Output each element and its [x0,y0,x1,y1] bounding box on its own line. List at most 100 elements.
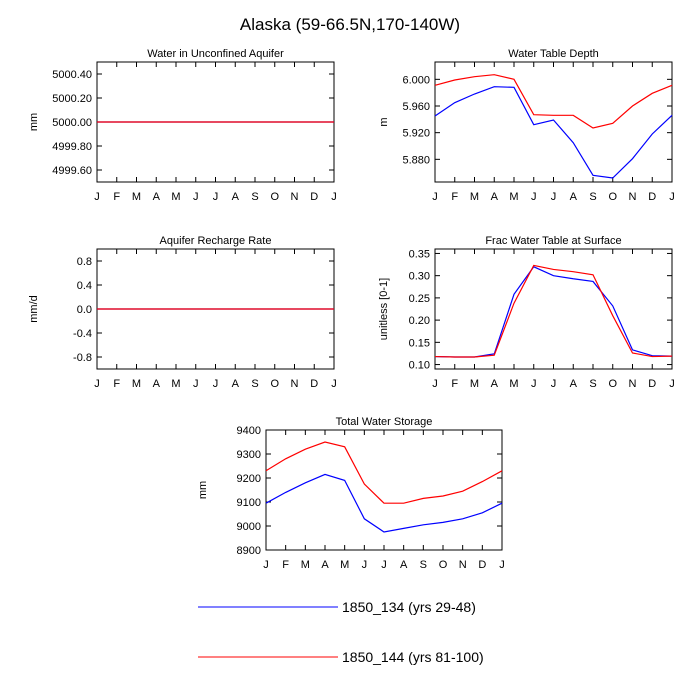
x-tick-label: D [310,191,318,203]
y-tick-label: 0.30 [409,271,430,283]
x-tick-label: M [171,378,180,390]
y-tick-label: 0.25 [409,293,430,305]
x-tick-label: M [509,191,518,203]
legend-label-1: 1850_144 (yrs 81-100) [342,649,484,665]
y-axis-label: unitless [0-1] [378,278,390,340]
panel-title: Total Water Storage [336,416,433,428]
x-tick-label: J [432,191,438,203]
x-tick-label: M [470,191,479,203]
legend-label-0: 1850_134 (yrs 29-48) [342,599,476,615]
x-tick-label: N [291,378,299,390]
y-tick-label: -0.4 [73,328,92,340]
y-tick-label: 6.000 [402,74,430,86]
y-tick-label: 5000.40 [52,69,92,81]
x-tick-label: O [270,378,279,390]
x-tick-label: S [589,378,596,390]
y-tick-label: 0.8 [77,256,92,268]
x-tick-label: F [113,378,120,390]
x-tick-label: N [629,378,637,390]
x-tick-label: J [669,191,675,203]
y-tick-label: 9200 [237,473,261,485]
x-tick-label: J [213,191,219,203]
y-tick-label: 0.35 [409,248,430,260]
x-tick-label: J [531,378,537,390]
series-line-0 [434,86,673,179]
x-tick-label: J [669,378,675,390]
x-tick-label: A [153,191,161,203]
y-axis-label: mm [197,481,209,499]
series-line-0 [265,473,503,533]
y-tick-label: 0.4 [77,280,92,292]
y-tick-label: 0.20 [409,315,430,327]
series-line-0 [434,266,673,358]
y-tick-label: 0.15 [409,337,430,349]
x-tick-label: J [331,191,337,203]
y-tick-label: 5.880 [402,154,430,166]
x-tick-label: J [193,378,199,390]
x-tick-label: F [451,191,458,203]
x-tick-label: A [153,378,161,390]
x-tick-label: A [321,559,329,571]
x-tick-label: O [608,191,617,203]
x-tick-label: A [570,191,578,203]
plot-frame [434,61,673,183]
x-tick-label: A [232,191,240,203]
y-tick-label: 4999.60 [52,165,92,177]
page-title: Alaska (59-66.5N,170-140W) [240,15,460,34]
legend: 1850_134 (yrs 29-48) 1850_144 (yrs 81-10… [198,599,484,665]
y-tick-label: 0.10 [409,360,430,372]
x-tick-label: J [213,378,219,390]
x-tick-label: J [531,191,537,203]
y-tick-label: 4999.80 [52,141,92,153]
x-tick-label: A [491,191,499,203]
panel-title: Water in Unconfined Aquifer [147,48,284,60]
x-tick-label: O [439,559,448,571]
x-tick-label: A [232,378,240,390]
y-tick-label: 9400 [237,425,261,437]
x-tick-label: D [648,378,656,390]
x-tick-label: D [310,378,318,390]
x-tick-label: M [132,191,141,203]
x-tick-label: J [551,191,557,203]
x-tick-label: M [171,191,180,203]
x-tick-label: N [459,559,467,571]
y-tick-label: 5000.20 [52,93,92,105]
x-tick-label: M [509,378,518,390]
y-tick-label: 0.0 [77,304,92,316]
x-tick-label: S [251,378,258,390]
x-tick-label: J [551,378,557,390]
y-tick-label: 9300 [237,449,261,461]
x-tick-label: M [470,378,479,390]
x-tick-label: A [400,559,408,571]
y-tick-label: 9000 [237,521,261,533]
x-tick-label: F [113,191,120,203]
x-tick-label: J [432,378,438,390]
x-tick-label: S [251,191,258,203]
x-tick-label: J [193,191,199,203]
y-axis-label: mm [28,113,40,131]
panel-title: Water Table Depth [508,48,599,60]
series-line-1 [434,74,673,129]
x-tick-label: O [270,191,279,203]
panel-title: Frac Water Table at Surface [485,235,621,247]
x-tick-label: M [340,559,349,571]
x-tick-label: O [608,378,617,390]
y-tick-label: 9100 [237,497,261,509]
x-tick-label: J [362,559,368,571]
x-tick-label: A [570,378,578,390]
series-line-1 [434,264,673,358]
x-tick-label: J [94,191,100,203]
series-line-1 [265,441,503,504]
x-tick-label: D [478,559,486,571]
y-axis-label: mm/d [28,295,40,323]
x-tick-label: S [420,559,427,571]
y-axis-label: m [378,117,390,126]
x-tick-label: S [589,191,596,203]
x-tick-label: J [331,378,337,390]
